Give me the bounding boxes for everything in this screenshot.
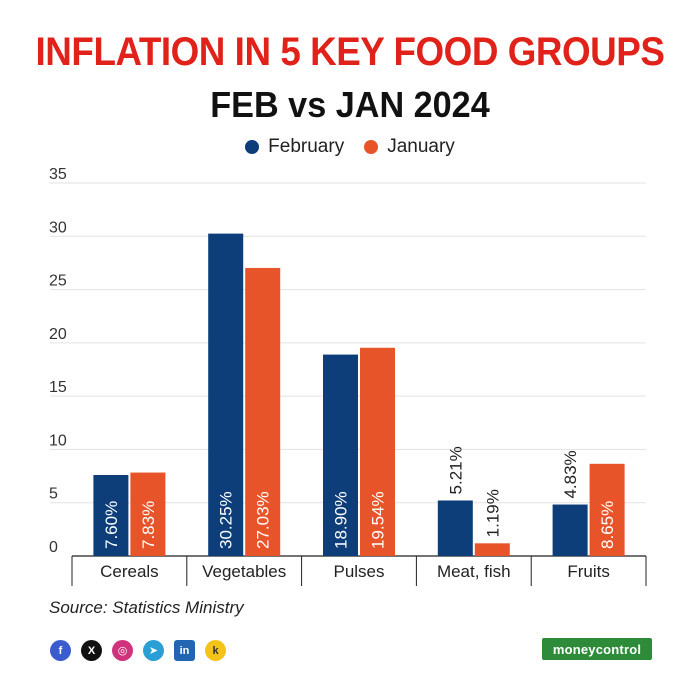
legend-label-january: January	[387, 136, 455, 157]
bar-february	[552, 504, 588, 556]
bar-january	[589, 463, 625, 556]
x-category-label: Fruits	[567, 562, 610, 581]
bar-january	[360, 347, 395, 556]
linkedin-icon[interactable]: in	[174, 640, 195, 661]
x-category-label: Vegetables	[202, 562, 286, 581]
legend-label-february: February	[268, 136, 345, 157]
data-label-january: 1.19%	[483, 489, 502, 537]
data-label-january: 19.54%	[369, 491, 388, 549]
source-note: Source: Statistics Ministry	[49, 598, 244, 617]
y-tick-label: 30	[49, 219, 67, 236]
x-category-label: Pulses	[333, 562, 384, 581]
social-links: f X ◎ ➤ in k	[50, 640, 226, 661]
y-tick-label: 35	[49, 166, 67, 183]
bar-february	[437, 500, 473, 556]
x-category-label: Meat, fish	[437, 562, 511, 581]
data-label-january: 8.65%	[598, 501, 617, 549]
koo-icon[interactable]: k	[205, 640, 226, 661]
data-label-february: 5.21%	[446, 446, 465, 494]
facebook-icon[interactable]: f	[50, 640, 71, 661]
legend-item-january: January	[364, 136, 455, 158]
data-label-january: 7.83%	[139, 501, 158, 549]
data-label-february: 30.25%	[217, 491, 236, 549]
bar-january	[245, 267, 281, 556]
chart-title: INFLATION IN 5 KEY FOOD GROUPS	[35, 30, 665, 74]
y-tick-label: 0	[49, 539, 58, 556]
bar-february	[93, 475, 129, 556]
y-tick-label: 15	[49, 379, 67, 396]
data-label-february: 4.83%	[561, 450, 580, 498]
data-label-february: 7.60%	[102, 501, 121, 549]
y-tick-label: 5	[49, 486, 58, 503]
chart-subtitle: FEB vs JAN 2024	[210, 84, 490, 125]
january-swatch-icon	[364, 140, 379, 154]
legend: February January	[0, 136, 700, 158]
data-label-february: 18.90%	[332, 491, 351, 549]
x-icon[interactable]: X	[81, 640, 102, 661]
y-tick-label: 20	[49, 326, 67, 343]
bar-january	[130, 472, 166, 556]
telegram-icon[interactable]: ➤	[143, 640, 164, 661]
bar-january	[474, 543, 510, 556]
bar-february	[208, 233, 244, 556]
y-tick-label: 25	[49, 273, 67, 290]
legend-item-february: February	[245, 136, 344, 158]
brand-logo[interactable]: moneycontrol	[542, 638, 652, 660]
data-label-january: 27.03%	[254, 491, 273, 549]
y-tick-label: 10	[49, 432, 67, 449]
instagram-icon[interactable]: ◎	[112, 640, 133, 661]
bar-february	[323, 354, 358, 556]
february-swatch-icon	[245, 140, 260, 154]
x-category-label: Cereals	[100, 562, 159, 581]
